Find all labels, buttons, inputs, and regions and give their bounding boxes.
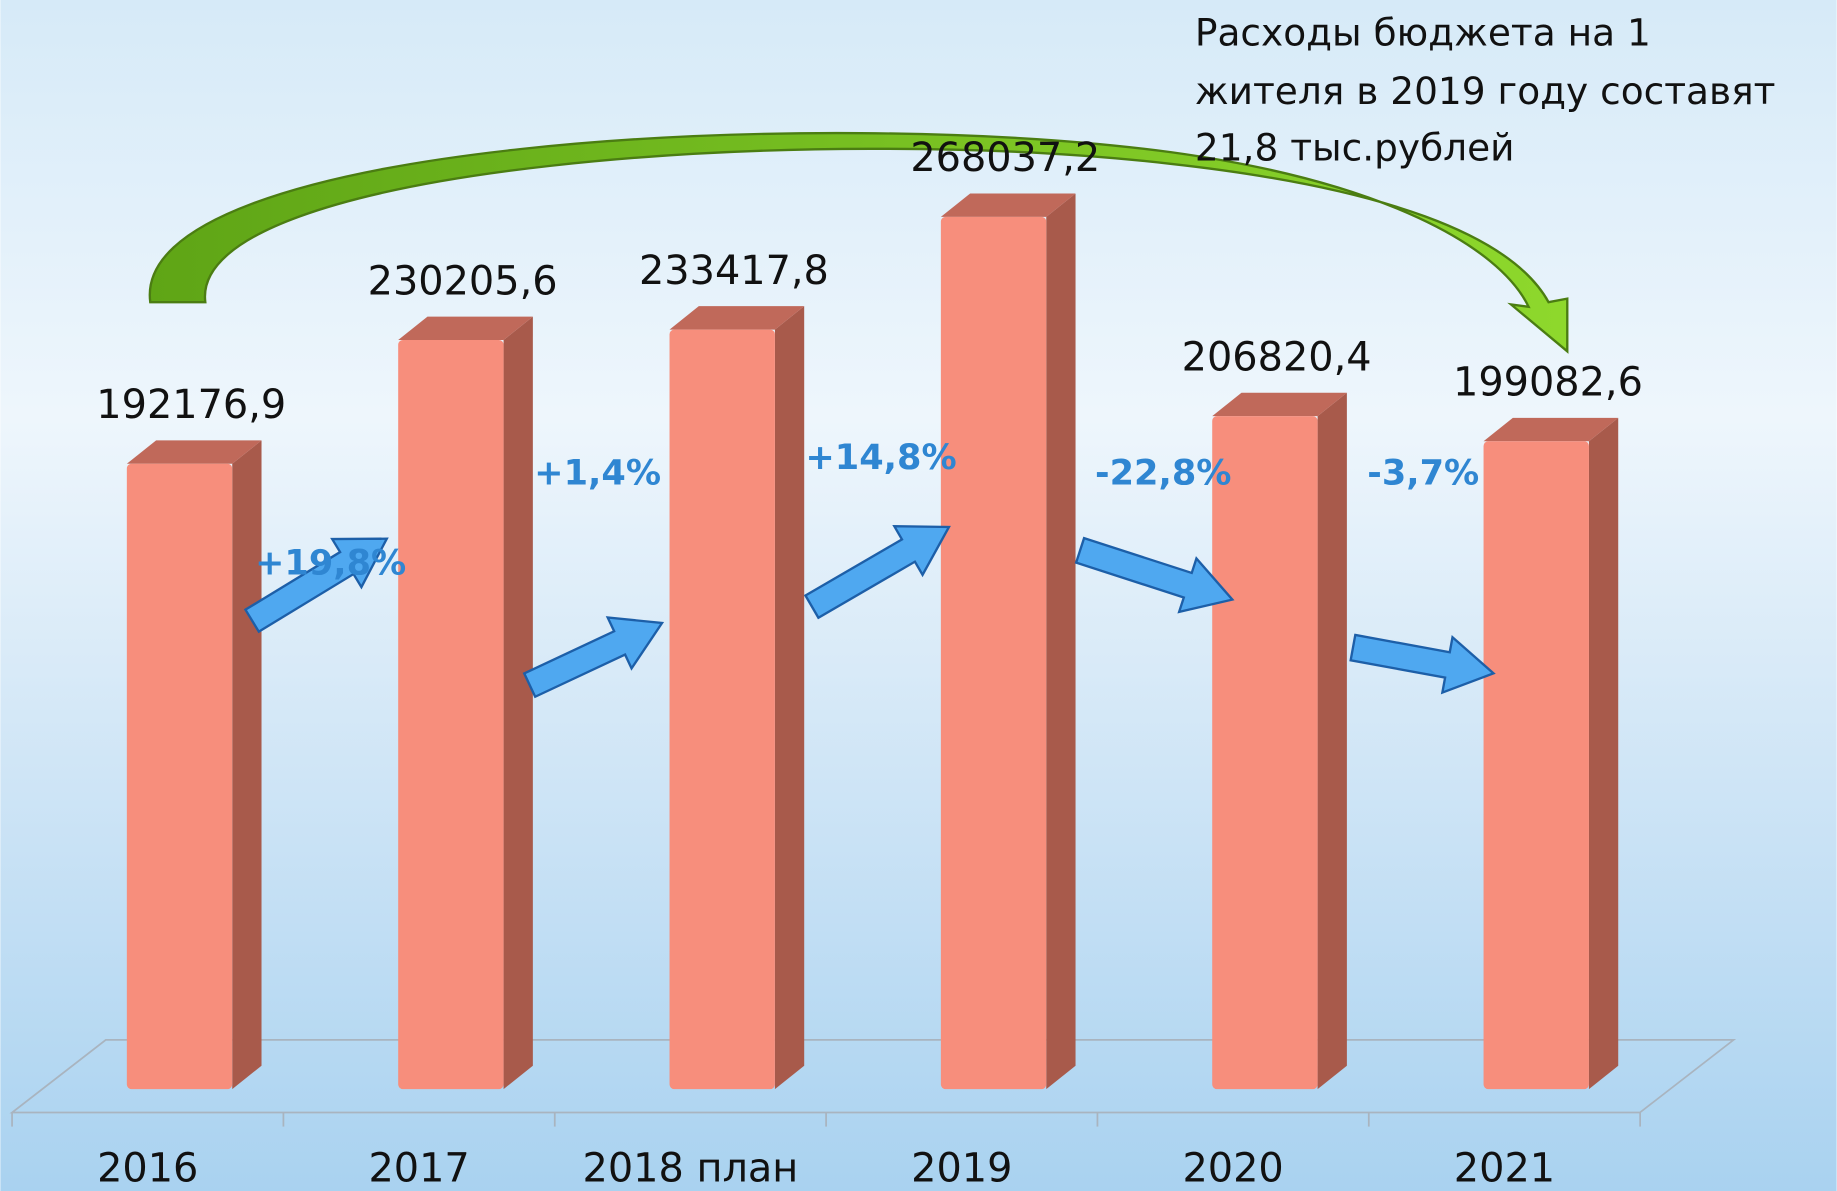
curved-arrow [149,131,1569,354]
bar-front [1483,441,1589,1090]
bar-front [1212,416,1318,1090]
note-line: 21,8 тыс.рублей [1195,125,1515,169]
x-tick-label: 2020 [1182,1146,1283,1191]
change-label: +14,8% [805,437,956,478]
bar-side [232,440,262,1090]
bar-top [1483,417,1619,442]
bar [669,306,805,1090]
value-label: 233417,8 [639,248,829,294]
bar-front [126,463,233,1090]
bar [398,316,533,1090]
value-label: 206820,4 [1182,334,1372,380]
x-tick-label: 2021 [1454,1146,1555,1191]
x-tick-label: 2018 план [583,1146,799,1191]
bar [1483,417,1619,1090]
change-label: -3,7% [1367,452,1479,493]
value-label: 230205,6 [368,258,558,304]
x-tick-label: 2019 [911,1146,1012,1191]
note-line: жителя в 2019 году составят [1195,69,1776,113]
bar [940,193,1076,1090]
bar [126,440,262,1090]
bar-front [398,340,504,1090]
note: Расходы бюджета на 1 жителя в 2019 году … [1195,11,1776,170]
bar [1212,392,1347,1090]
change-label: +1,4% [534,452,661,493]
value-label: 268037,2 [910,135,1100,181]
change-arrow [1074,536,1235,614]
bar-top [126,440,262,464]
bar-side [1588,417,1619,1090]
bar-top [669,306,805,330]
bar-side [1046,193,1076,1090]
x-tick-label: 2016 [97,1146,198,1191]
bar-top [1212,392,1347,417]
change-arrow [1349,633,1496,695]
change-arrow [522,616,665,699]
change-arrow [243,537,389,634]
bar-side [1317,392,1347,1090]
bar-top [398,316,533,341]
change-label: -22,8% [1095,452,1231,493]
x-tick-label: 2017 [368,1146,469,1191]
change-arrow [803,525,951,620]
change-label: +19,8% [255,542,406,583]
note-line: Расходы бюджета на 1 [1195,11,1651,55]
bar-side [774,306,805,1090]
bar-side [503,316,533,1090]
bar-front [940,216,1047,1090]
bar-front [669,329,775,1090]
value-label: 192176,9 [96,382,286,428]
bar-top [940,193,1076,217]
value-label: 199082,6 [1453,360,1643,406]
